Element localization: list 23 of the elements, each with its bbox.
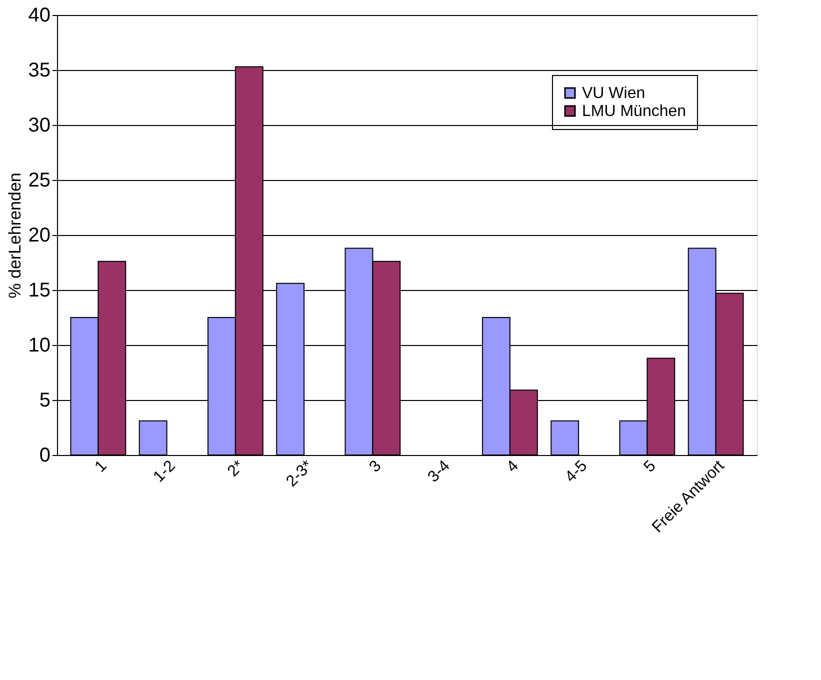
x-tick-label: 2* — [224, 458, 248, 480]
x-tick-label: 1 — [92, 457, 110, 476]
y-tick-label: 20 — [28, 224, 50, 246]
x-tick-label: 3 — [366, 457, 385, 476]
x-tick-label: 1-2 — [150, 457, 179, 486]
y-tick-label: 15 — [28, 280, 50, 302]
bar — [138, 420, 168, 456]
y-tick-label: 5 — [39, 390, 50, 412]
y-tick-label: 10 — [28, 334, 50, 356]
y-tick-label: 40 — [28, 4, 50, 26]
y-tick-label: 35 — [28, 60, 50, 82]
x-tick-label: 4 — [504, 457, 522, 476]
y-tick-label: 0 — [39, 444, 50, 466]
y-axis-title: % derLehrenden — [5, 172, 24, 298]
legend-label: VU Wien — [582, 85, 646, 102]
legend-label: LMU München — [582, 103, 686, 120]
y-tick-label: 30 — [28, 114, 50, 136]
x-tick-label: 2-3* — [283, 458, 316, 490]
y-tick-label: 25 — [28, 170, 50, 192]
x-tick-label: 3-4 — [424, 457, 454, 486]
x-tick-label: 4-5 — [562, 457, 591, 486]
bar — [550, 420, 580, 456]
x-tick-label: 5 — [640, 457, 660, 476]
